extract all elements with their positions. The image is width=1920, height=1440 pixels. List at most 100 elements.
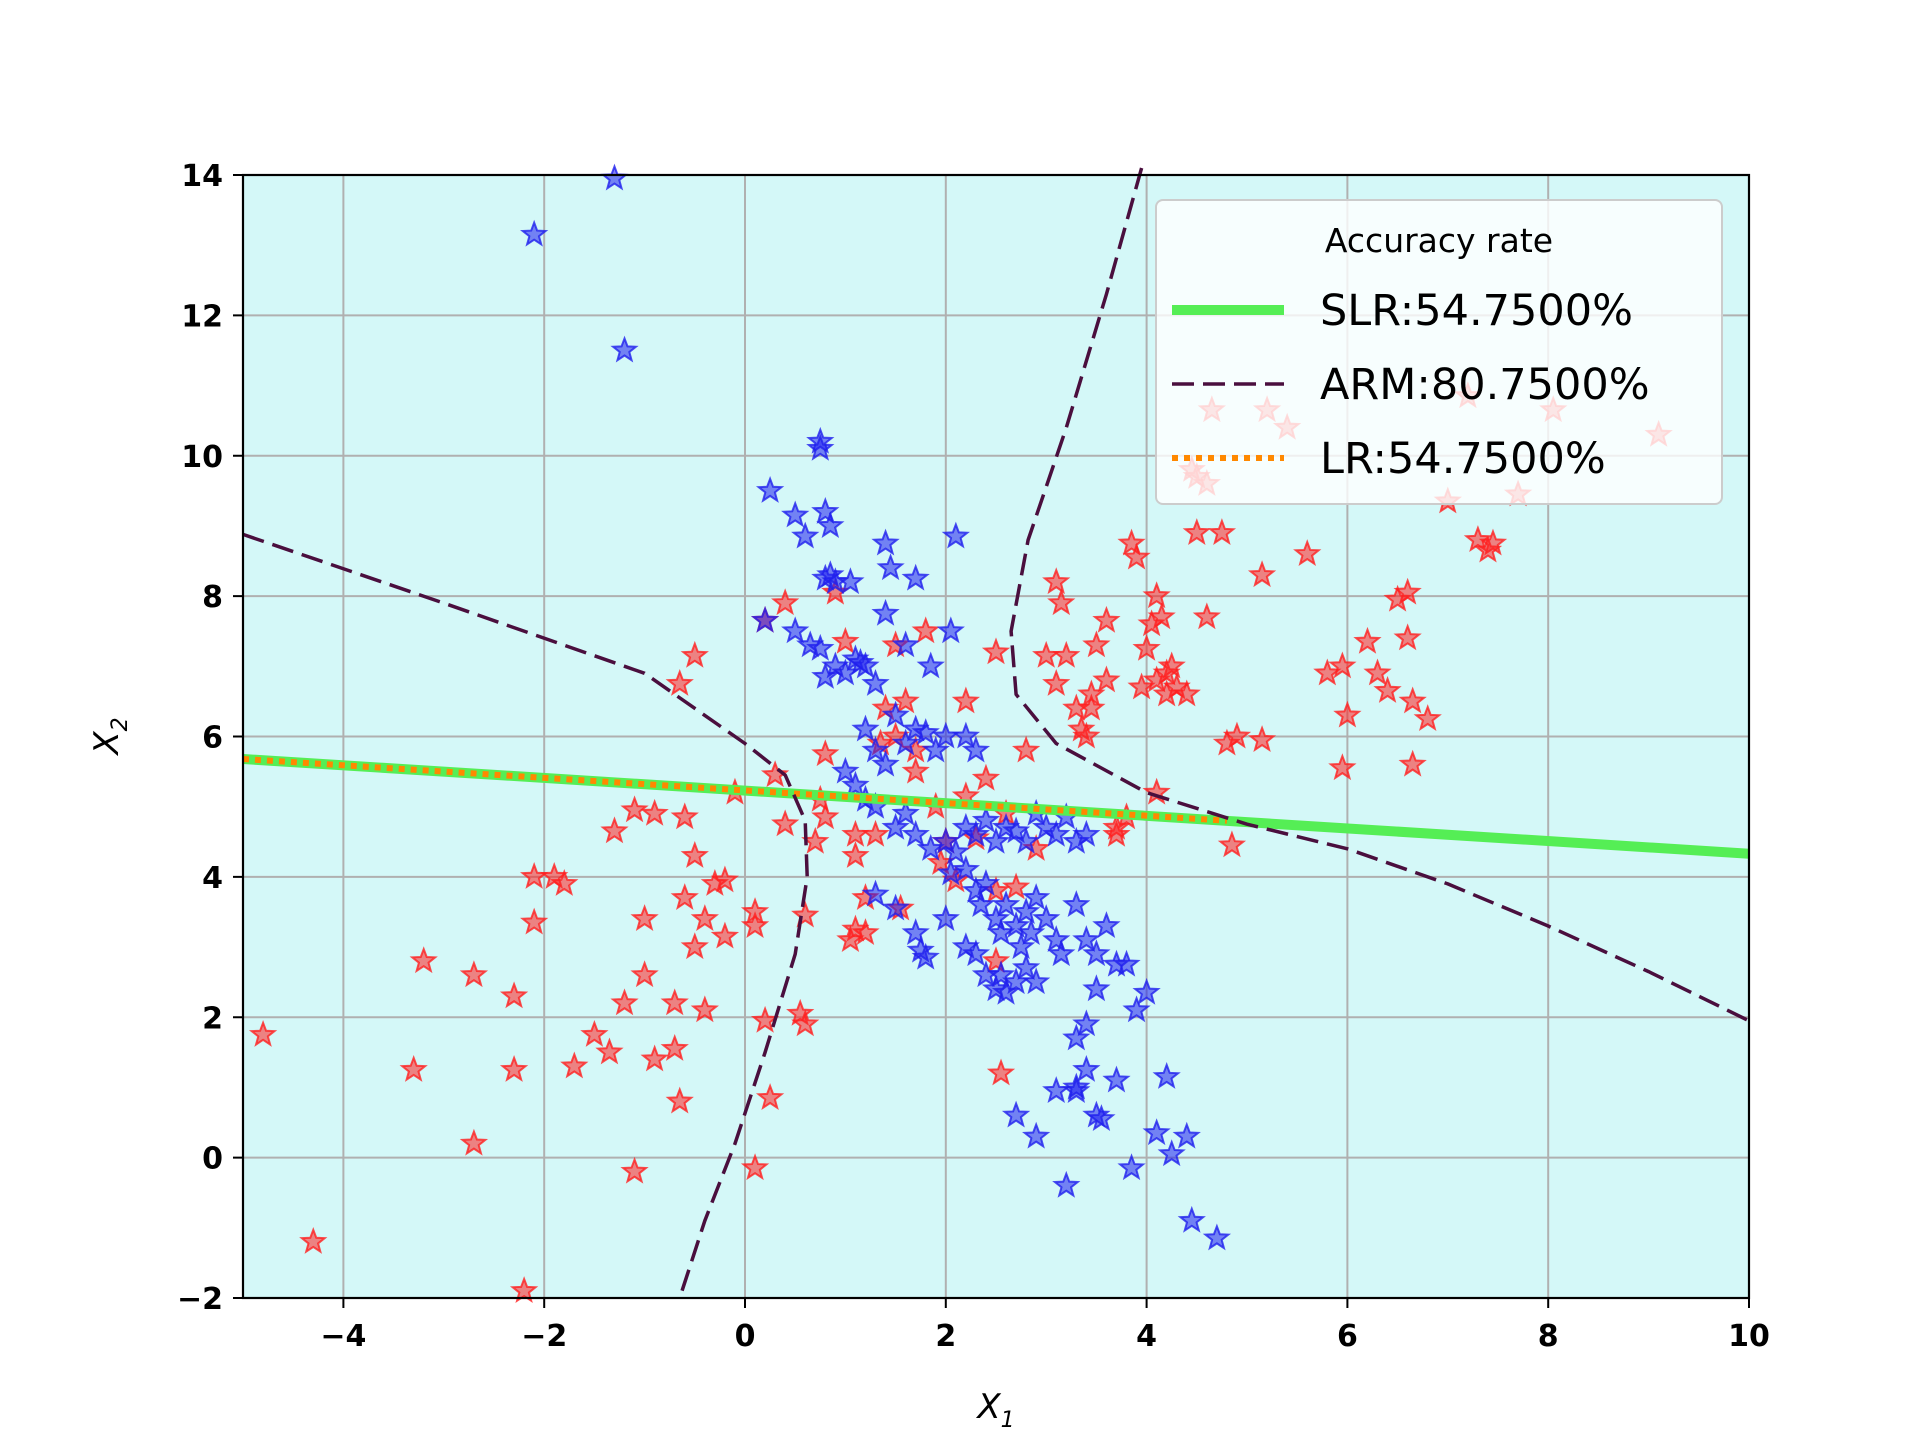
- x-axis-label: X1: [975, 1387, 1014, 1433]
- data-point: [1313, 658, 1342, 686]
- y-tick-label: 14: [181, 159, 223, 194]
- data-point: [550, 869, 579, 896]
- data-point: [1052, 1170, 1081, 1198]
- y-tick-label: 4: [202, 861, 223, 896]
- y-tick-label: 12: [181, 299, 223, 334]
- data-point: [1217, 830, 1247, 858]
- data-point: [1182, 518, 1211, 545]
- data-point: [620, 795, 649, 823]
- data-point: [670, 802, 699, 830]
- data-point: [680, 932, 709, 960]
- data-point: [901, 563, 930, 591]
- data-point: [861, 669, 890, 696]
- data-point: [1077, 693, 1106, 721]
- data-point: [740, 911, 770, 939]
- data-point: [660, 988, 689, 1016]
- data-point: [1142, 581, 1171, 609]
- data-point: [1117, 1153, 1146, 1181]
- data-point: [851, 714, 880, 742]
- data-point: [881, 893, 910, 921]
- data-point: [1247, 725, 1277, 753]
- data-point: [1047, 939, 1076, 967]
- x-tick-label: 0: [735, 1319, 756, 1354]
- data-point: [811, 497, 840, 524]
- data-point: [871, 598, 900, 626]
- data-point: [1011, 953, 1041, 981]
- data-point: [781, 500, 810, 528]
- data-point: [871, 749, 900, 777]
- data-point: [1142, 1118, 1171, 1146]
- data-point: [786, 998, 815, 1026]
- data-point: [861, 879, 890, 907]
- y-tick-label: 2: [202, 1001, 223, 1036]
- data-point: [580, 1019, 609, 1047]
- data-point: [771, 809, 800, 837]
- data-point: [1082, 630, 1111, 658]
- data-point: [1001, 1100, 1031, 1128]
- data-point: [986, 960, 1016, 988]
- data-point: [670, 883, 699, 910]
- data-point: [610, 335, 639, 363]
- data-point: [1122, 995, 1151, 1023]
- data-point: [630, 904, 659, 932]
- data-point: [1152, 1062, 1181, 1089]
- data-point: [916, 651, 945, 679]
- data-point: [911, 616, 940, 644]
- data-point: [981, 826, 1011, 854]
- data-point: [986, 918, 1016, 946]
- axis-ticks: −4 −2 0 2 4 6 8 10 −2 0 2 4 6 8 10 12 14: [177, 159, 1770, 1354]
- data-point: [1072, 925, 1101, 953]
- data-point: [1328, 651, 1357, 679]
- data-point: [1022, 883, 1051, 910]
- data-point: [791, 900, 820, 928]
- data-point: [951, 721, 981, 749]
- data-point: [941, 837, 970, 865]
- data-point: [600, 816, 629, 844]
- data-point: [806, 633, 835, 661]
- data-point: [640, 798, 669, 826]
- data-point: [1177, 1205, 1206, 1233]
- data-point: [1478, 528, 1508, 556]
- data-point: [791, 1009, 820, 1037]
- data-point: [1157, 651, 1186, 679]
- data-point: [1092, 605, 1121, 633]
- boundary-lines: [242, 167, 1750, 1299]
- data-point: [806, 433, 835, 461]
- data-point: [931, 904, 960, 932]
- data-point: [1062, 890, 1091, 917]
- data-point: [1222, 721, 1252, 749]
- data-point: [841, 840, 870, 868]
- data-point: [986, 1058, 1016, 1086]
- y-tick-label: 8: [202, 580, 223, 615]
- data-point: [1042, 819, 1071, 847]
- data-point: [1157, 1139, 1186, 1167]
- legend-title: Accuracy rate: [1325, 221, 1553, 260]
- data-point: [851, 918, 880, 946]
- data-point: [680, 840, 709, 868]
- data-point: [755, 475, 785, 503]
- data-point: [1011, 826, 1041, 854]
- data-point: [1393, 577, 1422, 605]
- data-point: [916, 833, 945, 861]
- data-point: [1022, 967, 1051, 995]
- data-point: [1092, 911, 1121, 939]
- data-point: [1172, 1121, 1201, 1149]
- legend-label-arm: ARM:80.7500%: [1320, 360, 1650, 410]
- data-point: [620, 1156, 649, 1184]
- data-point: [499, 981, 529, 1009]
- data-point: [459, 960, 489, 988]
- data-point: [981, 904, 1011, 932]
- data-point: [791, 521, 820, 549]
- data-point: [1333, 700, 1362, 728]
- data-point: [891, 630, 920, 658]
- data-point: [831, 756, 860, 784]
- data-point: [499, 1055, 529, 1082]
- data-point: [1042, 567, 1071, 595]
- line-ARM: [242, 532, 809, 1299]
- data-point: [1072, 1055, 1101, 1082]
- data-point: [911, 718, 940, 746]
- data-point: [1398, 686, 1427, 714]
- data-point: [1122, 542, 1151, 570]
- data-point: [816, 511, 845, 538]
- data-point: [876, 553, 905, 581]
